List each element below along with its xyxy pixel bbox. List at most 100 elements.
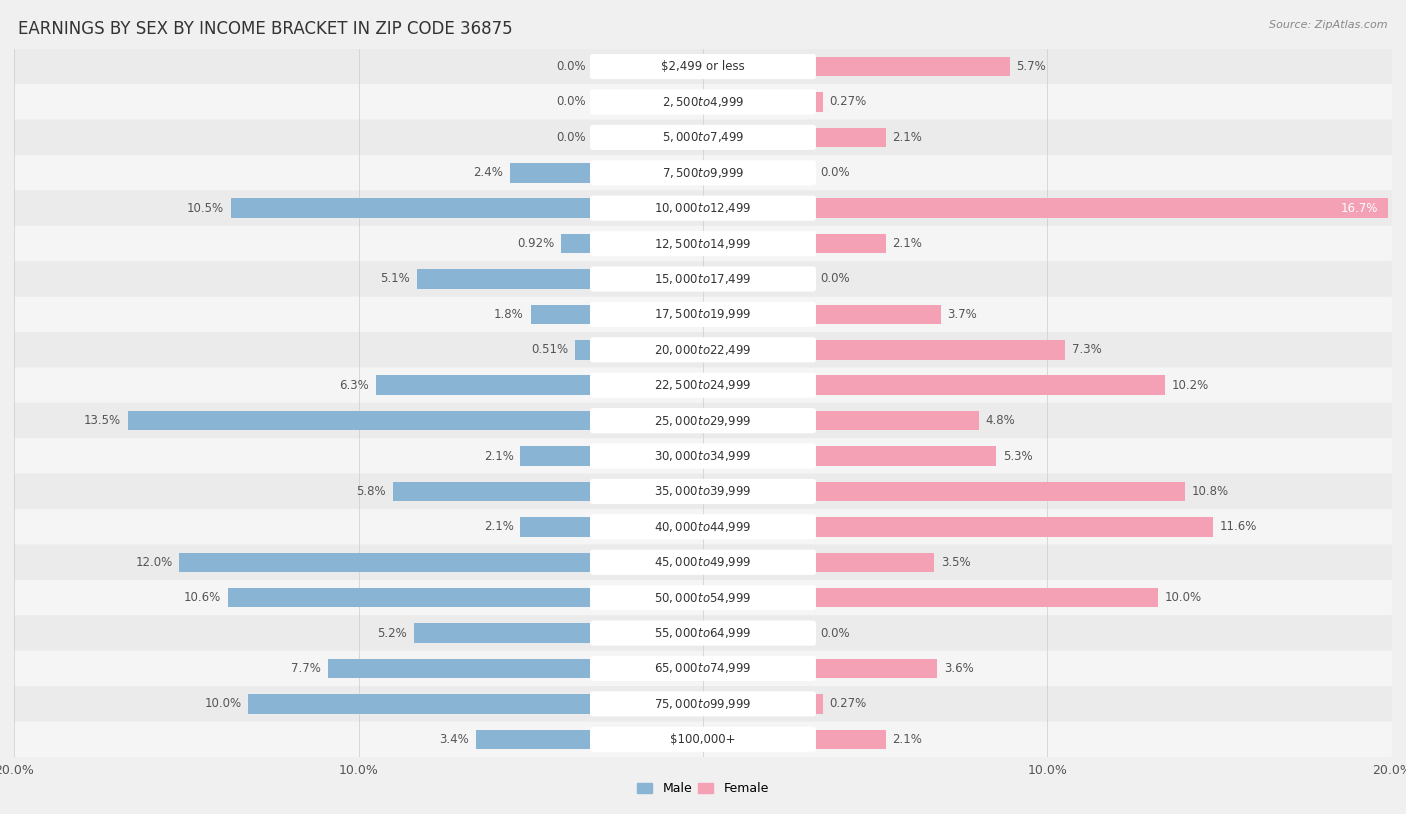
Bar: [249, 694, 593, 714]
Text: $20,000 to $22,499: $20,000 to $22,499: [654, 343, 752, 357]
FancyBboxPatch shape: [591, 231, 815, 256]
FancyBboxPatch shape: [14, 261, 1392, 296]
FancyBboxPatch shape: [14, 296, 1392, 332]
FancyBboxPatch shape: [14, 650, 1392, 686]
FancyBboxPatch shape: [591, 620, 815, 646]
Text: 16.7%: 16.7%: [1341, 202, 1378, 215]
FancyBboxPatch shape: [14, 403, 1392, 438]
Text: 2.1%: 2.1%: [893, 131, 922, 144]
Text: $35,000 to $39,999: $35,000 to $39,999: [654, 484, 752, 498]
Text: 10.2%: 10.2%: [1171, 379, 1209, 392]
FancyBboxPatch shape: [14, 368, 1392, 403]
Text: 3.5%: 3.5%: [941, 556, 970, 569]
Bar: [813, 517, 1213, 536]
FancyBboxPatch shape: [591, 479, 815, 504]
FancyBboxPatch shape: [14, 580, 1392, 615]
Bar: [813, 729, 886, 749]
Text: 7.7%: 7.7%: [291, 662, 321, 675]
Bar: [561, 234, 593, 253]
Bar: [228, 588, 593, 607]
FancyBboxPatch shape: [14, 332, 1392, 368]
Text: $12,500 to $14,999: $12,500 to $14,999: [654, 237, 752, 251]
Text: 3.4%: 3.4%: [439, 733, 468, 746]
Text: EARNINGS BY SEX BY INCOME BRACKET IN ZIP CODE 36875: EARNINGS BY SEX BY INCOME BRACKET IN ZIP…: [18, 20, 513, 38]
FancyBboxPatch shape: [591, 337, 815, 362]
FancyBboxPatch shape: [14, 120, 1392, 155]
Bar: [392, 482, 593, 501]
FancyBboxPatch shape: [591, 549, 815, 575]
Bar: [813, 553, 934, 572]
FancyBboxPatch shape: [591, 408, 815, 433]
Text: $75,000 to $99,999: $75,000 to $99,999: [654, 697, 752, 711]
FancyBboxPatch shape: [14, 49, 1392, 84]
Bar: [813, 659, 938, 678]
Text: $22,500 to $24,999: $22,500 to $24,999: [654, 379, 752, 392]
Text: $17,500 to $19,999: $17,500 to $19,999: [654, 308, 752, 322]
FancyBboxPatch shape: [14, 438, 1392, 474]
Text: 0.0%: 0.0%: [557, 60, 586, 73]
Bar: [418, 269, 593, 289]
Text: 0.0%: 0.0%: [820, 273, 849, 286]
Bar: [813, 446, 995, 466]
Text: 12.0%: 12.0%: [135, 556, 173, 569]
FancyBboxPatch shape: [591, 302, 815, 327]
FancyBboxPatch shape: [14, 615, 1392, 650]
Bar: [375, 375, 593, 395]
Text: 0.51%: 0.51%: [531, 344, 568, 357]
Text: 2.4%: 2.4%: [474, 166, 503, 179]
FancyBboxPatch shape: [14, 510, 1392, 545]
Text: $25,000 to $29,999: $25,000 to $29,999: [654, 414, 752, 427]
Bar: [813, 92, 823, 112]
Text: 11.6%: 11.6%: [1219, 520, 1257, 533]
Text: 0.0%: 0.0%: [557, 95, 586, 108]
FancyBboxPatch shape: [14, 474, 1392, 510]
FancyBboxPatch shape: [591, 656, 815, 681]
Text: 0.0%: 0.0%: [820, 166, 849, 179]
FancyBboxPatch shape: [14, 190, 1392, 225]
Bar: [813, 340, 1064, 360]
FancyBboxPatch shape: [14, 225, 1392, 261]
Text: 5.2%: 5.2%: [377, 627, 406, 640]
Bar: [520, 446, 593, 466]
FancyBboxPatch shape: [591, 266, 815, 291]
Text: 5.1%: 5.1%: [381, 273, 411, 286]
Text: 2.1%: 2.1%: [893, 733, 922, 746]
FancyBboxPatch shape: [14, 721, 1392, 757]
Text: 3.7%: 3.7%: [948, 308, 977, 321]
Text: 0.0%: 0.0%: [820, 627, 849, 640]
Text: 5.7%: 5.7%: [1017, 60, 1046, 73]
FancyBboxPatch shape: [591, 125, 815, 150]
Bar: [180, 553, 593, 572]
Text: $5,000 to $7,499: $5,000 to $7,499: [662, 130, 744, 144]
Text: $100,000+: $100,000+: [671, 733, 735, 746]
Text: 13.5%: 13.5%: [84, 414, 121, 427]
Bar: [813, 411, 979, 431]
Text: Source: ZipAtlas.com: Source: ZipAtlas.com: [1270, 20, 1388, 30]
Text: $2,500 to $4,999: $2,500 to $4,999: [662, 95, 744, 109]
Text: 10.6%: 10.6%: [184, 591, 221, 604]
Text: 0.27%: 0.27%: [830, 95, 866, 108]
FancyBboxPatch shape: [591, 727, 815, 752]
Bar: [231, 199, 593, 218]
Text: $7,500 to $9,999: $7,500 to $9,999: [662, 166, 744, 180]
FancyBboxPatch shape: [591, 585, 815, 610]
FancyBboxPatch shape: [591, 54, 815, 79]
FancyBboxPatch shape: [591, 514, 815, 540]
Legend: Male, Female: Male, Female: [633, 777, 773, 800]
Bar: [813, 57, 1010, 77]
Bar: [813, 234, 886, 253]
Text: 2.1%: 2.1%: [484, 449, 513, 462]
Bar: [813, 375, 1164, 395]
Text: $15,000 to $17,499: $15,000 to $17,499: [654, 272, 752, 286]
Text: 10.0%: 10.0%: [1164, 591, 1202, 604]
Bar: [813, 128, 886, 147]
Text: 2.1%: 2.1%: [484, 520, 513, 533]
Bar: [531, 304, 593, 324]
FancyBboxPatch shape: [591, 160, 815, 186]
Text: 7.3%: 7.3%: [1071, 344, 1101, 357]
Bar: [813, 694, 823, 714]
Text: 1.8%: 1.8%: [494, 308, 524, 321]
Bar: [510, 163, 593, 182]
FancyBboxPatch shape: [14, 545, 1392, 580]
FancyBboxPatch shape: [591, 373, 815, 398]
